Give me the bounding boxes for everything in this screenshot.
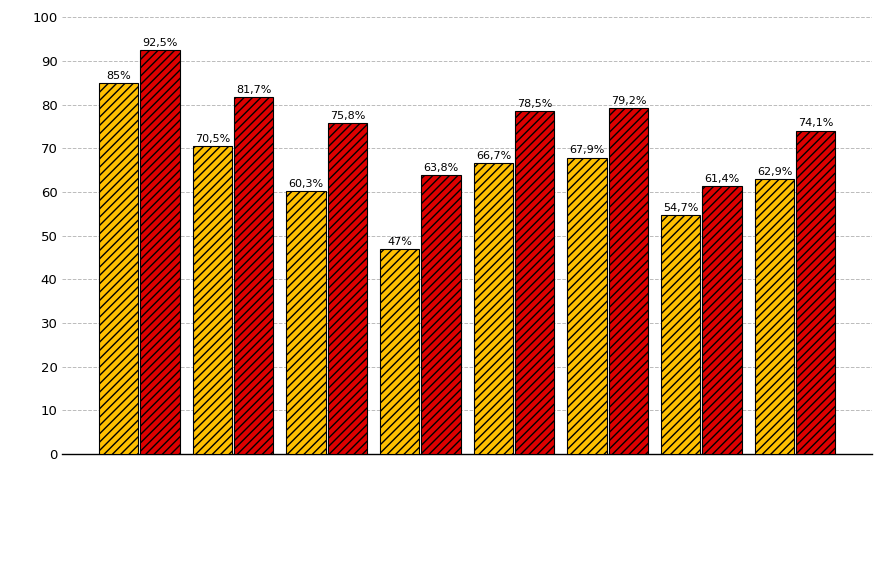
Bar: [755, 179, 794, 454]
Text: 92,5%: 92,5%: [142, 38, 178, 48]
Text: 61,4%: 61,4%: [704, 174, 740, 184]
Bar: [193, 146, 232, 454]
Text: 63,8%: 63,8%: [424, 164, 458, 173]
Text: 70,5%: 70,5%: [195, 134, 231, 144]
Text: 47%: 47%: [387, 237, 412, 247]
Bar: [99, 83, 139, 454]
Text: 79,2%: 79,2%: [611, 96, 646, 106]
Bar: [328, 123, 367, 454]
Bar: [380, 249, 419, 454]
Bar: [609, 108, 648, 454]
Text: 62,9%: 62,9%: [756, 167, 792, 178]
Text: 54,7%: 54,7%: [663, 203, 699, 213]
Text: 67,9%: 67,9%: [570, 146, 605, 155]
Text: 81,7%: 81,7%: [236, 85, 271, 95]
Bar: [796, 130, 836, 454]
Bar: [568, 158, 607, 454]
Text: 75,8%: 75,8%: [329, 111, 365, 121]
Bar: [287, 191, 326, 454]
Bar: [515, 111, 554, 454]
Bar: [421, 176, 461, 454]
Text: 74,1%: 74,1%: [798, 118, 833, 129]
Bar: [702, 186, 741, 454]
Bar: [234, 97, 273, 454]
Text: 66,7%: 66,7%: [476, 151, 511, 161]
Bar: [141, 50, 180, 454]
Text: 85%: 85%: [107, 71, 131, 81]
Text: 60,3%: 60,3%: [288, 179, 324, 189]
Bar: [473, 163, 514, 454]
Bar: [661, 215, 700, 454]
Text: 78,5%: 78,5%: [517, 99, 553, 109]
